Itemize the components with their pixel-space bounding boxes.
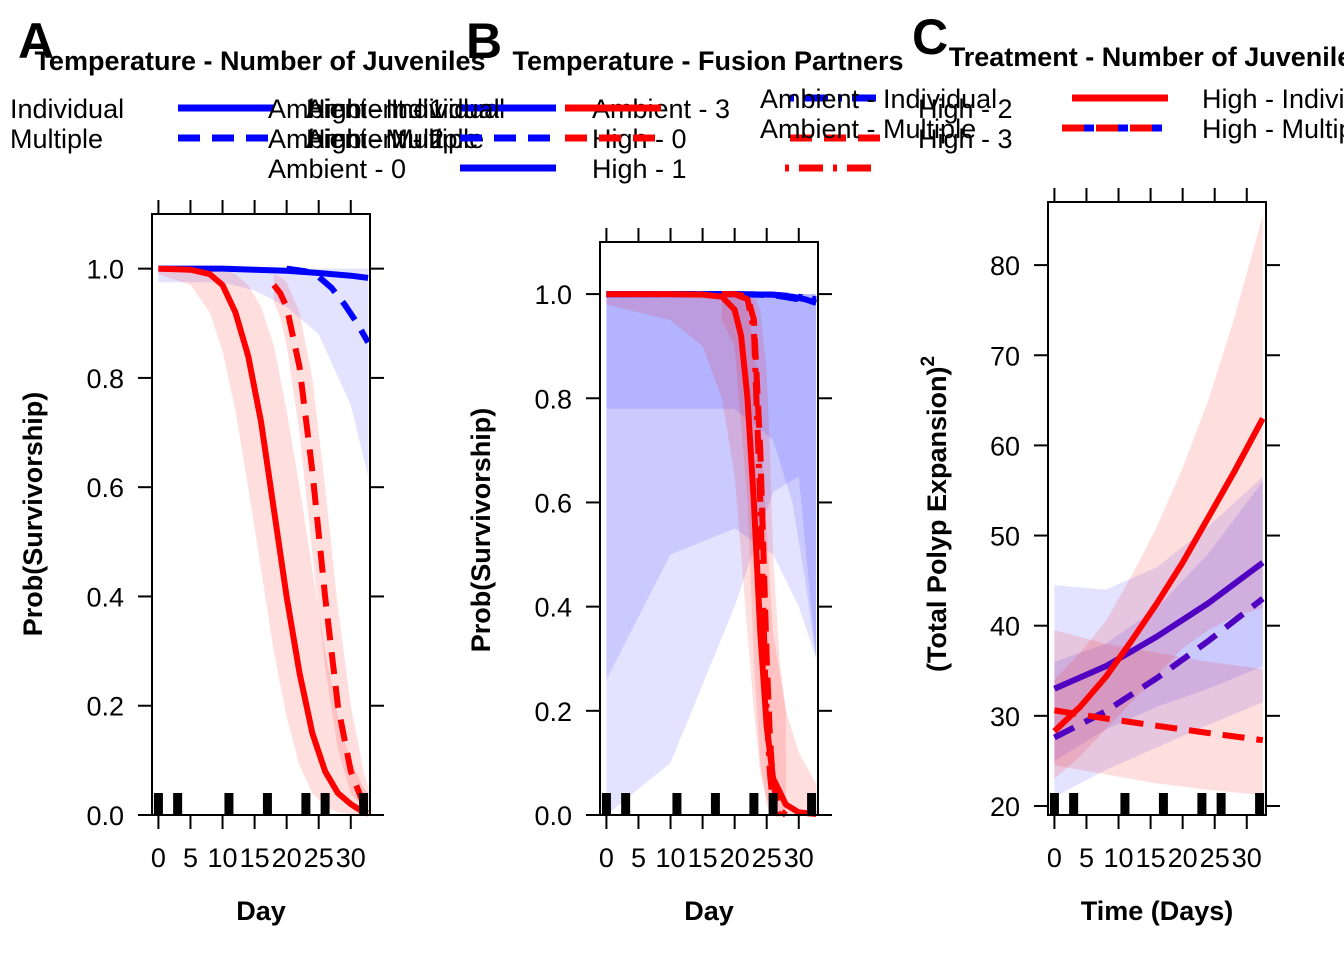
panel-a-title: Temperature - Number of Juveniles bbox=[34, 46, 485, 76]
panel-c-plot-frame bbox=[1047, 201, 1267, 816]
panel-c-y-axis-label-main: (Total Polyp Expansion) bbox=[922, 367, 952, 673]
panel-a-x-tick-label: 30 bbox=[336, 843, 366, 873]
panel-c-band-0 bbox=[1054, 476, 1263, 761]
panel-c-legend-label: High - Multiple bbox=[1202, 114, 1344, 144]
panel-a-series-line-2 bbox=[158, 265, 369, 817]
panel-c-y-axis-label-sup: 2 bbox=[918, 356, 939, 367]
panel-a-legend-label: High - Individual bbox=[306, 94, 500, 124]
panel-c-title: Treatment - Number of Juveniles bbox=[949, 42, 1344, 72]
confidence-bands-layer bbox=[158, 215, 1263, 816]
panel-c-letter: C bbox=[912, 9, 948, 65]
panel-a-band-0 bbox=[158, 268, 369, 477]
panel-a-legend-label: Ambient - Multiple bbox=[268, 124, 484, 154]
panel-c-y-tick-label: 60 bbox=[990, 431, 1020, 461]
panel-b-y-axis-label: Prob(Survivorship) bbox=[466, 408, 496, 653]
panel-a-y-tick-label: 0.2 bbox=[86, 692, 124, 722]
panel-b-x-tick-label: 5 bbox=[631, 843, 646, 873]
axes-layer: 0 5 10 15 20 25 300.00.20.40.60.81.00 5 10 15 20 25… bbox=[86, 188, 1280, 873]
panel-c-y-tick-label: 20 bbox=[990, 792, 1020, 822]
panel-b-plot-frame bbox=[599, 241, 819, 816]
panel-b-legend-label: High - 1 bbox=[592, 154, 687, 184]
panel-a-x-axis-label: Day bbox=[236, 896, 286, 926]
panel-a-plot-frame bbox=[151, 213, 371, 816]
panel-b-x-tick-label: 25 bbox=[752, 843, 782, 873]
panel-b-legend-label: Ambient - 2 bbox=[306, 124, 444, 154]
panel-b-legend-label: Ambient - 1 bbox=[306, 94, 444, 124]
panel-c-x-tick-label: 25 bbox=[1200, 843, 1230, 873]
panel-c-series-line-1 bbox=[1053, 596, 1265, 741]
panel-a-series-line-1 bbox=[286, 265, 371, 344]
panel-b-y-tick-label: 1.0 bbox=[534, 280, 572, 310]
panel-b-x-axis-label: Day bbox=[684, 896, 734, 926]
panel-a-y-axis-label: Prob(Survivorship) bbox=[18, 392, 48, 637]
panel-b-series-line-2 bbox=[606, 291, 817, 303]
panel-c-y-tick-label: 80 bbox=[990, 251, 1020, 281]
panel-a-series-line-3 bbox=[271, 283, 371, 813]
panel-a-x-tick-label: 25 bbox=[304, 843, 334, 873]
panel-b-y-tick-label: 0.6 bbox=[534, 488, 572, 518]
titles-layer: A B C Temperature - Number of Juveniles … bbox=[18, 9, 1344, 926]
panel-a-band-3 bbox=[273, 274, 369, 816]
panel-c-x-tick-label: 15 bbox=[1136, 843, 1166, 873]
panel-b-y-tick-label: 0.4 bbox=[534, 593, 572, 623]
panel-c-x-tick-label: 10 bbox=[1104, 843, 1134, 873]
panel-a-y-tick-label: 0.8 bbox=[86, 364, 124, 394]
panel-b-x-tick-label: 15 bbox=[688, 843, 718, 873]
panel-a-legend-label: Multiple bbox=[10, 124, 103, 154]
panel-a-x-tick-label: 20 bbox=[272, 843, 302, 873]
panel-a-y-tick-label: 0.4 bbox=[86, 582, 124, 612]
panel-b-band-1 bbox=[606, 294, 817, 680]
panel-a-legend-label: High - Multiple bbox=[306, 124, 479, 154]
panel-b-letter: B bbox=[466, 13, 502, 69]
panel-c-x-tick-label: 20 bbox=[1168, 843, 1198, 873]
panel-a-x-tick-label: 5 bbox=[183, 843, 198, 873]
panel-c-x-axis-label: Time (Days) bbox=[1081, 896, 1234, 926]
panel-c-x-tick-label: 0 bbox=[1047, 843, 1062, 873]
panel-c-y-tick-label: 70 bbox=[990, 341, 1020, 371]
panel-c-x-tick-label: 5 bbox=[1079, 843, 1094, 873]
panel-a-x-tick-label: 0 bbox=[151, 843, 166, 873]
panel-a-y-tick-label: 1.0 bbox=[86, 255, 124, 285]
panel-b-legend-label: Ambient - 0 bbox=[268, 154, 406, 184]
panel-c-legend-label: Ambient - Multiple bbox=[760, 114, 976, 144]
panel-a-y-tick-label: 0.6 bbox=[86, 473, 124, 503]
panel-c-y-tick-label: 30 bbox=[990, 702, 1020, 732]
panel-a-x-tick-label: 15 bbox=[240, 843, 270, 873]
panel-c-series-line-0 bbox=[1053, 560, 1265, 692]
panel-b-legend-label: High - 2 bbox=[918, 94, 1013, 124]
panel-c-series-line-2 bbox=[1052, 416, 1266, 734]
panel-a-legend-label: Individual bbox=[10, 94, 124, 124]
panel-b-y-tick-label: 0.0 bbox=[534, 801, 572, 831]
panel-b-y-tick-label: 0.2 bbox=[534, 697, 572, 727]
panel-b-legend-label: High - 3 bbox=[918, 124, 1013, 154]
panel-b-x-tick-label: 30 bbox=[784, 843, 814, 873]
panel-c-series-line-3 bbox=[1053, 707, 1264, 744]
panel-b-x-tick-label: 20 bbox=[720, 843, 750, 873]
panel-c-legend-label: Ambient - Individual bbox=[760, 84, 997, 114]
panel-c-x-tick-label: 30 bbox=[1232, 843, 1262, 873]
panel-c-y-tick-label: 40 bbox=[990, 612, 1020, 642]
panel-a-letter: A bbox=[18, 13, 54, 69]
panel-b-y-tick-label: 0.8 bbox=[534, 384, 572, 414]
panel-b-band-2 bbox=[606, 294, 817, 816]
panel-c-y-tick-label: 50 bbox=[990, 522, 1020, 552]
panel-c-legend-label: High - Individual bbox=[1202, 84, 1344, 114]
panel-c-y-axis-label: (Total Polyp Expansion)2 bbox=[918, 356, 952, 672]
panel-c-band-2 bbox=[1054, 215, 1263, 779]
panel-b-band-0 bbox=[606, 294, 817, 659]
panel-b-x-tick-label: 10 bbox=[656, 843, 686, 873]
panel-a-y-tick-label: 0.0 bbox=[86, 801, 124, 831]
panel-b-title: Temperature - Fusion Partners bbox=[512, 46, 903, 76]
panel-b-series-line-3 bbox=[606, 291, 817, 817]
panel-b-x-tick-label: 0 bbox=[599, 843, 614, 873]
panel-b-series-line-5 bbox=[721, 291, 783, 817]
panel-a-x-tick-label: 10 bbox=[208, 843, 238, 873]
panel-a-band-2 bbox=[158, 268, 369, 816]
